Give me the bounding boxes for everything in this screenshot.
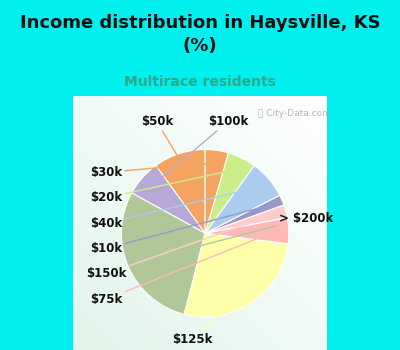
Wedge shape (156, 149, 205, 233)
Text: Income distribution in Haysville, KS
(%): Income distribution in Haysville, KS (%) (20, 14, 380, 55)
Wedge shape (132, 166, 205, 233)
Wedge shape (205, 166, 280, 233)
Text: $10k: $10k (90, 205, 270, 255)
Wedge shape (205, 153, 254, 233)
Wedge shape (205, 218, 289, 244)
Text: > $200k: > $200k (140, 211, 334, 261)
Text: Multirace residents: Multirace residents (124, 75, 276, 89)
Text: $125k: $125k (172, 292, 245, 346)
Text: $20k: $20k (90, 169, 236, 204)
Wedge shape (205, 205, 287, 233)
Wedge shape (205, 195, 284, 233)
Text: $150k: $150k (86, 215, 274, 280)
Text: $100k: $100k (152, 115, 248, 186)
Wedge shape (121, 193, 205, 314)
Text: $75k: $75k (90, 231, 276, 306)
Text: $50k: $50k (141, 115, 183, 166)
Wedge shape (184, 233, 288, 317)
Text: ⓘ City-Data.com: ⓘ City-Data.com (258, 109, 331, 118)
Wedge shape (205, 149, 228, 233)
Text: $30k: $30k (90, 163, 215, 179)
Text: $40k: $40k (90, 187, 259, 230)
